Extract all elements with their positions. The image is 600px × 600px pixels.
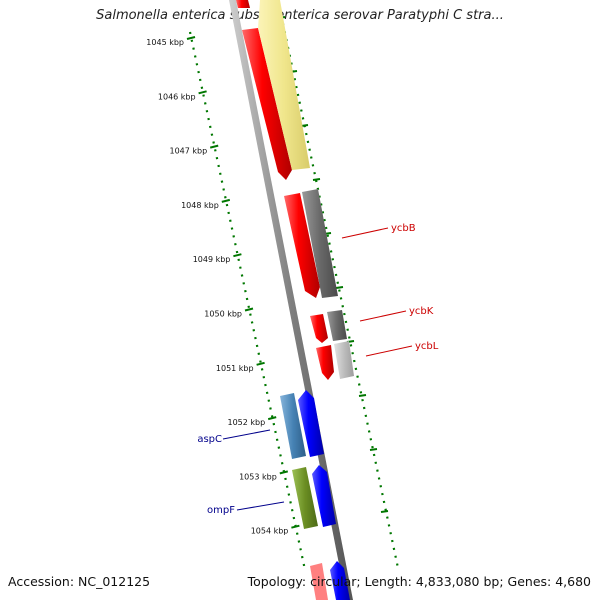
scale-tick bbox=[233, 253, 242, 258]
cds-feature[interactable] bbox=[330, 561, 350, 600]
scale-tick bbox=[198, 90, 207, 95]
outer-scale-line bbox=[276, 0, 400, 569]
cog-feature[interactable] bbox=[302, 189, 338, 298]
gene-leaders bbox=[222, 227, 413, 511]
cds-feature[interactable] bbox=[312, 465, 336, 527]
cds-feature[interactable] bbox=[284, 193, 320, 298]
scale-tick-label: 1049 kbp bbox=[193, 255, 231, 264]
scale-tick-label: 1046 kbp bbox=[158, 92, 196, 101]
gene-label-ompF[interactable]: ompF bbox=[207, 505, 235, 516]
scale-tick-label: 1050 kbp bbox=[204, 310, 242, 319]
cog-feature[interactable] bbox=[327, 310, 347, 341]
cds-feature[interactable] bbox=[298, 390, 324, 457]
feature-track[interactable] bbox=[236, 0, 354, 600]
cog-feature[interactable] bbox=[280, 393, 306, 459]
gene-label-ycbK[interactable]: ycbK bbox=[409, 306, 434, 317]
accession-text: Accession: NC_012125 bbox=[8, 574, 151, 589]
scale-tick-label: 1051 kbp bbox=[216, 364, 254, 373]
cds-feature[interactable] bbox=[242, 28, 292, 180]
cds-feature[interactable] bbox=[316, 345, 334, 380]
genome-summary-text: Topology: circular; Length: 4,833,080 bp… bbox=[247, 574, 591, 589]
cds-feature[interactable] bbox=[310, 563, 328, 600]
scale-tick bbox=[291, 524, 300, 529]
cog-feature[interactable] bbox=[334, 341, 354, 379]
cog-feature[interactable] bbox=[258, 0, 310, 170]
map-title: Salmonella enterica subsp. enterica sero… bbox=[96, 8, 504, 23]
scale-tick-label: 1048 kbp bbox=[181, 201, 219, 210]
scale-tick bbox=[186, 36, 196, 40]
gene-label-ycbL[interactable]: ycbL bbox=[415, 341, 439, 352]
scale-tick-label: 1054 kbp bbox=[251, 527, 289, 536]
scale-tick bbox=[221, 198, 231, 203]
gene-label-aspC[interactable]: aspC bbox=[197, 434, 222, 445]
scale-tick bbox=[209, 144, 219, 149]
cog-feature[interactable] bbox=[292, 467, 318, 529]
cds-feature[interactable] bbox=[310, 314, 328, 343]
scale-tick-label: 1047 kbp bbox=[169, 147, 207, 156]
scale-ticks: 1045 kbp 1046 kbp 1047 kbp 1048 kbp 1049 kbp… bbox=[146, 36, 300, 536]
scale-tick-label: 1052 kbp bbox=[227, 418, 265, 427]
gene-label-ycbB[interactable]: ycbB bbox=[391, 223, 416, 234]
scale-tick bbox=[267, 416, 277, 421]
scale-tick-label: 1053 kbp bbox=[239, 472, 277, 481]
scale-tick bbox=[279, 470, 289, 475]
scale-tick-label: 1045 kbp bbox=[146, 38, 184, 47]
scale-tick bbox=[256, 361, 265, 366]
scale-tick bbox=[244, 307, 254, 312]
cds-feature[interactable] bbox=[236, 0, 250, 8]
